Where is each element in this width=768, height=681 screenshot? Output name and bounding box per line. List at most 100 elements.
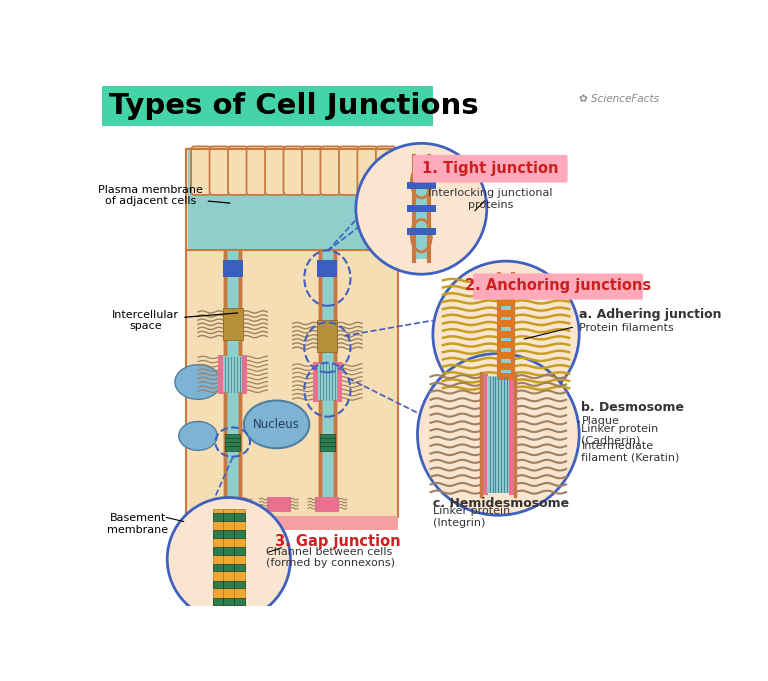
FancyBboxPatch shape — [497, 320, 515, 327]
FancyBboxPatch shape — [319, 442, 335, 447]
FancyBboxPatch shape — [220, 497, 244, 511]
Text: Channel between cells
(formed by connexons): Channel between cells (formed by connexo… — [266, 547, 395, 569]
FancyBboxPatch shape — [223, 356, 242, 392]
Text: Plasma membrane
of adjacent cells: Plasma membrane of adjacent cells — [98, 185, 230, 206]
FancyBboxPatch shape — [213, 513, 223, 520]
FancyBboxPatch shape — [320, 146, 340, 195]
Circle shape — [433, 261, 579, 407]
Text: Intermediate
filament (Keratin): Intermediate filament (Keratin) — [581, 441, 680, 462]
Text: Linker protein
(Integrin): Linker protein (Integrin) — [433, 506, 510, 528]
FancyBboxPatch shape — [336, 362, 342, 402]
FancyBboxPatch shape — [316, 497, 339, 511]
FancyBboxPatch shape — [247, 146, 266, 195]
FancyBboxPatch shape — [223, 547, 234, 554]
Text: Nucleus: Nucleus — [253, 418, 300, 431]
FancyBboxPatch shape — [487, 376, 509, 492]
FancyBboxPatch shape — [188, 150, 397, 249]
FancyBboxPatch shape — [225, 446, 240, 451]
FancyBboxPatch shape — [357, 146, 377, 195]
Text: Intercellular
space: Intercellular space — [112, 310, 237, 331]
FancyBboxPatch shape — [319, 438, 335, 443]
FancyBboxPatch shape — [497, 341, 515, 349]
FancyBboxPatch shape — [319, 251, 335, 509]
FancyBboxPatch shape — [241, 355, 247, 394]
FancyBboxPatch shape — [223, 598, 234, 605]
FancyBboxPatch shape — [223, 308, 243, 340]
FancyBboxPatch shape — [302, 146, 322, 195]
FancyBboxPatch shape — [481, 374, 488, 495]
Text: Protein filaments: Protein filaments — [579, 323, 674, 333]
FancyBboxPatch shape — [407, 205, 435, 212]
Circle shape — [167, 498, 290, 620]
FancyBboxPatch shape — [210, 146, 230, 195]
Text: 1. Tight junction: 1. Tight junction — [422, 161, 559, 176]
FancyBboxPatch shape — [497, 289, 515, 296]
FancyBboxPatch shape — [213, 530, 223, 537]
FancyBboxPatch shape — [223, 509, 234, 609]
Text: a. Adhering junction: a. Adhering junction — [579, 308, 722, 321]
FancyBboxPatch shape — [508, 374, 515, 495]
FancyBboxPatch shape — [407, 183, 435, 189]
Text: Basement
membrane: Basement membrane — [108, 513, 168, 535]
FancyBboxPatch shape — [187, 516, 399, 530]
FancyBboxPatch shape — [191, 146, 211, 195]
FancyBboxPatch shape — [339, 146, 359, 195]
FancyBboxPatch shape — [223, 268, 243, 276]
FancyBboxPatch shape — [497, 310, 515, 317]
FancyBboxPatch shape — [497, 362, 515, 370]
Text: Plaque: Plaque — [581, 415, 619, 426]
Text: Types of Cell Junctions: Types of Cell Junctions — [109, 91, 478, 120]
Circle shape — [356, 143, 487, 274]
Text: b. Desmosome: b. Desmosome — [581, 401, 684, 414]
FancyBboxPatch shape — [473, 274, 643, 300]
FancyBboxPatch shape — [234, 547, 245, 554]
FancyBboxPatch shape — [318, 364, 337, 400]
FancyBboxPatch shape — [187, 150, 399, 517]
Ellipse shape — [243, 400, 310, 448]
Ellipse shape — [179, 422, 217, 450]
FancyBboxPatch shape — [317, 260, 337, 269]
FancyBboxPatch shape — [317, 319, 337, 352]
Text: Linker protein
(Cadherin): Linker protein (Cadherin) — [581, 424, 659, 445]
FancyBboxPatch shape — [213, 581, 223, 588]
FancyBboxPatch shape — [213, 598, 223, 605]
FancyBboxPatch shape — [413, 155, 568, 183]
FancyBboxPatch shape — [317, 268, 337, 276]
FancyBboxPatch shape — [225, 438, 240, 443]
FancyBboxPatch shape — [218, 355, 223, 394]
FancyBboxPatch shape — [225, 442, 240, 447]
FancyBboxPatch shape — [234, 509, 245, 609]
FancyBboxPatch shape — [265, 146, 285, 195]
FancyBboxPatch shape — [213, 564, 223, 571]
FancyBboxPatch shape — [228, 146, 248, 195]
FancyBboxPatch shape — [283, 146, 303, 195]
FancyBboxPatch shape — [213, 509, 223, 609]
FancyBboxPatch shape — [234, 513, 245, 520]
FancyBboxPatch shape — [407, 228, 435, 236]
FancyBboxPatch shape — [267, 497, 291, 511]
Ellipse shape — [412, 219, 432, 252]
FancyBboxPatch shape — [223, 581, 234, 588]
FancyBboxPatch shape — [234, 530, 245, 537]
FancyBboxPatch shape — [102, 86, 433, 125]
FancyBboxPatch shape — [497, 299, 515, 306]
Text: ✿ ScienceFacts: ✿ ScienceFacts — [579, 94, 659, 104]
Ellipse shape — [175, 365, 221, 399]
FancyBboxPatch shape — [319, 434, 335, 439]
Text: c. Hemidesmosome: c. Hemidesmosome — [433, 497, 569, 510]
FancyBboxPatch shape — [234, 564, 245, 571]
FancyBboxPatch shape — [376, 146, 396, 195]
FancyBboxPatch shape — [499, 276, 513, 392]
FancyBboxPatch shape — [213, 547, 223, 554]
FancyBboxPatch shape — [497, 373, 515, 380]
FancyBboxPatch shape — [414, 159, 429, 259]
Ellipse shape — [412, 165, 432, 198]
Text: 2. Anchoring junctions: 2. Anchoring junctions — [465, 279, 651, 294]
FancyBboxPatch shape — [223, 564, 234, 571]
Circle shape — [418, 353, 579, 516]
FancyBboxPatch shape — [223, 530, 234, 537]
FancyBboxPatch shape — [497, 352, 515, 359]
FancyBboxPatch shape — [234, 598, 245, 605]
FancyBboxPatch shape — [319, 446, 335, 451]
Text: Interlocking junctional
proteins: Interlocking junctional proteins — [429, 188, 553, 210]
